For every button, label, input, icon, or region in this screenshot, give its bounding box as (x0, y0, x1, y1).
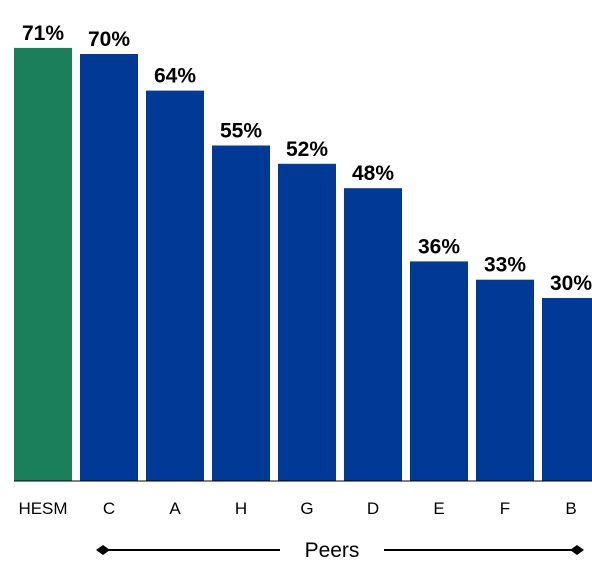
value-label-f: 33% (484, 254, 526, 277)
category-label-g: G (300, 499, 313, 518)
bar-a (146, 90, 204, 481)
peers-bracket-left-diamond-icon (96, 545, 110, 555)
category-label-h: H (235, 499, 247, 518)
value-label-a: 64% (154, 65, 196, 88)
category-label-a: A (169, 499, 181, 518)
value-label-h: 55% (220, 120, 262, 143)
category-label-b: B (565, 499, 576, 518)
peers-bracket-right-diamond-icon (570, 545, 584, 555)
category-label-f: F (500, 499, 510, 518)
bars-group (14, 47, 592, 482)
value-label-c: 70% (88, 28, 130, 51)
category-label-c: C (103, 499, 115, 518)
bar-hesm (14, 47, 72, 482)
bar-e (410, 261, 468, 481)
bar-b (542, 298, 592, 481)
value-label-g: 52% (286, 138, 328, 161)
bar-c (80, 54, 138, 481)
value-label-hesm: 71% (22, 22, 64, 45)
bar-g (278, 163, 336, 482)
value-labels-group: 71% 70% 64% 55% 52% 48% 36% 33% 30% (22, 22, 592, 295)
category-label-d: D (367, 499, 379, 518)
peers-bracket-label: Peers (305, 539, 360, 561)
category-labels-group: HESM C A H G D E F B (18, 499, 576, 518)
peers-bracket: Peers (96, 539, 584, 561)
value-label-b: 30% (550, 272, 592, 295)
value-label-e: 36% (418, 235, 460, 258)
category-label-hesm: HESM (18, 499, 67, 518)
category-label-e: E (433, 499, 444, 518)
value-label-d: 48% (352, 162, 394, 185)
bar-h (212, 145, 270, 481)
bar-d (344, 188, 402, 481)
bar-f (476, 279, 534, 481)
